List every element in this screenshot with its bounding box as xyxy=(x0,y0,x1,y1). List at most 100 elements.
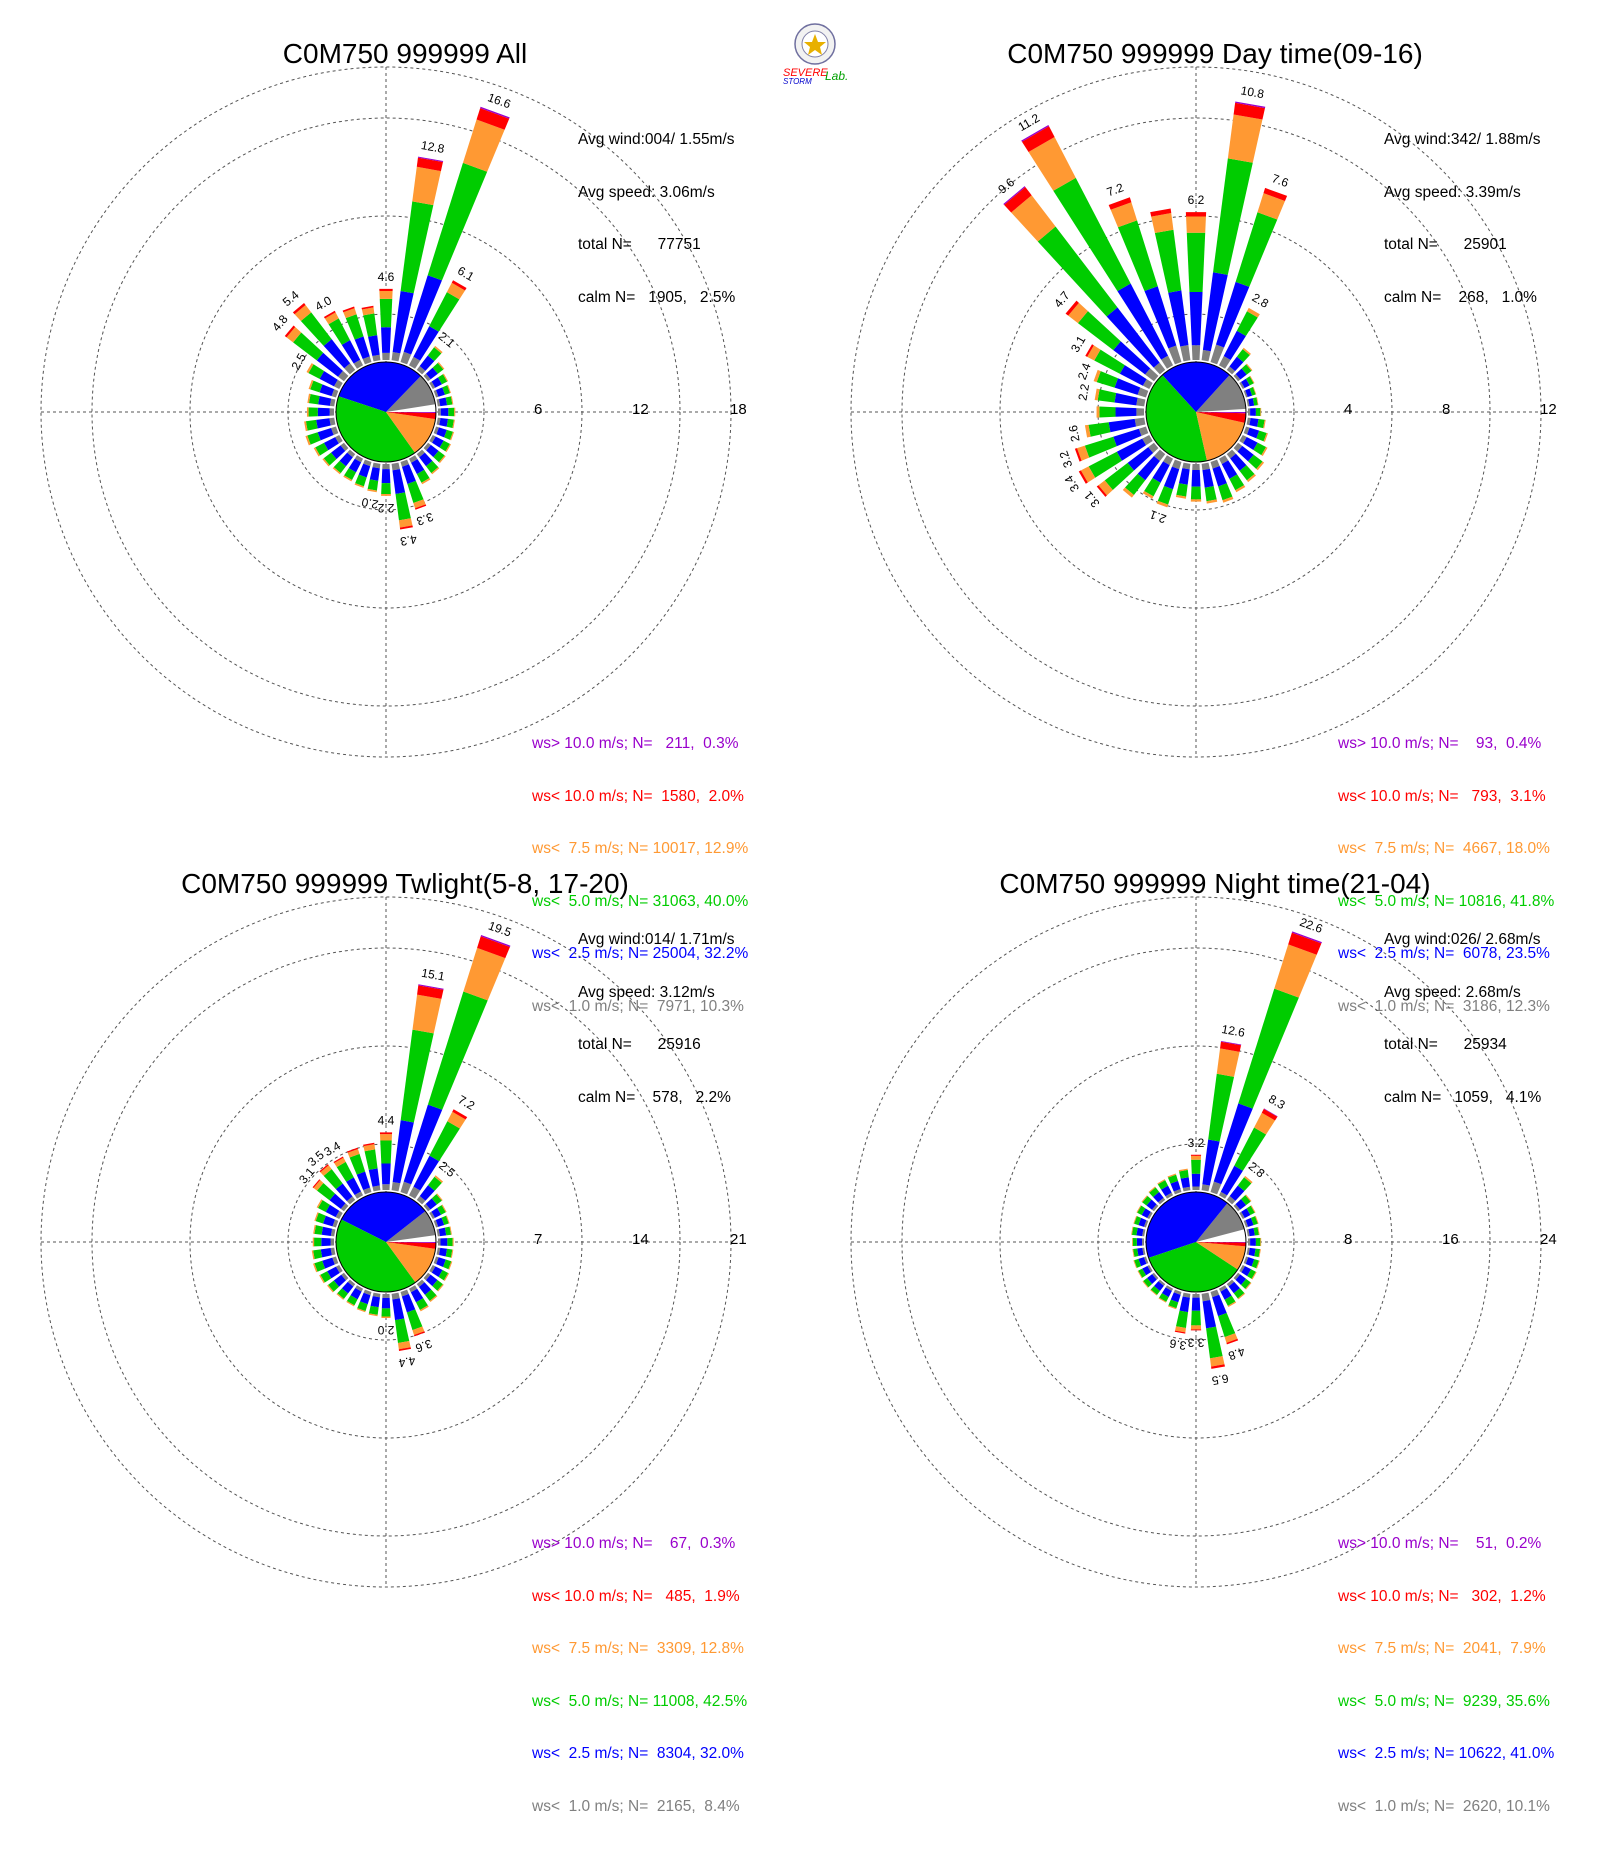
direction-bar xyxy=(1158,1285,1174,1303)
bar-segment xyxy=(446,1215,450,1224)
direction-bar xyxy=(332,449,356,475)
direction-bar xyxy=(391,984,444,1192)
direction-bar xyxy=(323,310,364,369)
bar-segment xyxy=(415,504,427,510)
legend-lt1: ws< 1.0 m/s; N= 3186, 12.3% xyxy=(1338,997,1550,1015)
direction-bar xyxy=(1150,208,1191,362)
bar-segment xyxy=(1148,1186,1156,1193)
bar-segment xyxy=(431,467,440,475)
bar-segment xyxy=(416,449,425,458)
legend-gt10: ws> 10.0 m/s; N= 67, 0.3% xyxy=(532,1535,736,1552)
bar-segment xyxy=(1226,1279,1235,1287)
bar-segment xyxy=(442,373,449,382)
bar-segment xyxy=(1153,449,1166,462)
pie-slice xyxy=(386,412,436,420)
bar-segment xyxy=(1189,291,1203,346)
bar-segment xyxy=(1132,1237,1137,1247)
bar-segment xyxy=(1161,1287,1172,1298)
bar-segment xyxy=(399,525,413,530)
bar-segment xyxy=(1137,456,1160,481)
bar-segment xyxy=(1263,419,1266,429)
direction-bar xyxy=(1233,363,1253,382)
bar-segment xyxy=(1134,417,1146,427)
pie-outline xyxy=(1145,1191,1247,1293)
bar-segment xyxy=(1108,418,1137,433)
bar-segment xyxy=(424,1289,437,1301)
direction-bar xyxy=(312,1237,334,1247)
ring-label: 18 xyxy=(730,401,747,418)
bar-segment xyxy=(1247,1269,1256,1279)
bar-segment xyxy=(1241,1266,1252,1277)
direction-bar xyxy=(367,462,381,493)
bar-segment xyxy=(1096,485,1107,497)
bar-segment xyxy=(425,1198,437,1210)
legend-lt5: ws< 5.0 m/s; N= 31063, 40.0% xyxy=(532,892,749,910)
bar-segment xyxy=(1254,1112,1276,1135)
legend-gt10: ws> 10.0 m/s; N= 51, 0.2% xyxy=(1338,1535,1542,1552)
bar-segment xyxy=(447,384,451,394)
direction-bar xyxy=(436,1226,452,1237)
bar-segment xyxy=(372,1185,381,1192)
bar-segment xyxy=(313,1249,323,1260)
direction-bar xyxy=(408,455,431,485)
direction-bar xyxy=(305,426,339,446)
direction-bar xyxy=(1074,426,1149,462)
avg-speed: Avg speed: 3.12m/s xyxy=(578,983,715,1001)
bar-segment xyxy=(1241,364,1252,375)
avg-speed: Avg speed: 3.39m/s xyxy=(1384,183,1521,201)
bar-segment xyxy=(293,332,324,361)
bar-segment xyxy=(1180,1177,1190,1189)
bar-segment xyxy=(1227,114,1263,163)
bar-segment xyxy=(1145,368,1159,382)
bar-segment xyxy=(347,449,356,458)
pie-slice xyxy=(336,1219,416,1292)
bar-segment xyxy=(1108,197,1132,210)
panel-title: C0M750 999999 All xyxy=(282,38,528,69)
bar-segment xyxy=(350,1287,362,1300)
bar-segment xyxy=(372,1292,381,1298)
bar-segment xyxy=(413,1155,440,1191)
bar-segment xyxy=(1257,1226,1260,1235)
bar-segment xyxy=(1158,1197,1166,1205)
bar-segment xyxy=(379,1134,393,1141)
panel-title: C0M750 999999 Night time(21-04) xyxy=(999,868,1431,899)
ring-label: 8 xyxy=(1442,401,1450,418)
bar-segment xyxy=(427,347,442,362)
legend-lt10: ws< 10.0 m/s; N= 302, 1.2% xyxy=(1338,1587,1546,1605)
bar-segment xyxy=(1210,1289,1220,1298)
bar-segment xyxy=(450,396,454,405)
calm-n: calm N= 1059, 4.1% xyxy=(1384,1088,1542,1106)
bar-segment xyxy=(1246,399,1250,407)
speed-legend: ws> 10.0 m/s; N= 67, 0.3% ws< 10.0 m/s; … xyxy=(532,1500,747,1850)
bar-segment xyxy=(329,408,334,416)
bar-segment xyxy=(1218,1285,1227,1292)
bar-segment xyxy=(322,1257,335,1269)
bar-segment xyxy=(1256,397,1259,406)
bar-segment xyxy=(1238,988,1299,1109)
bar-segment xyxy=(1163,466,1180,490)
bar-segment xyxy=(1021,124,1049,142)
bar-segment xyxy=(1113,428,1142,447)
bar-segment xyxy=(382,352,390,360)
bar-segment xyxy=(436,1257,446,1267)
bar-segment xyxy=(1136,1238,1143,1246)
direction-bar xyxy=(429,1204,447,1220)
bar-segment xyxy=(1241,1208,1251,1218)
grid-ring xyxy=(850,66,1542,758)
direction-label: 3.3 xyxy=(1187,1335,1204,1349)
bar-segment xyxy=(294,304,312,322)
bar-segment xyxy=(345,314,364,340)
bar-segment xyxy=(1208,1073,1235,1142)
bar-segment xyxy=(438,1270,449,1281)
bar-segment xyxy=(379,291,393,299)
bar-segment xyxy=(308,407,318,417)
bar-segment xyxy=(1191,1159,1201,1174)
bar-segment xyxy=(1134,1216,1142,1226)
bar-segment xyxy=(362,356,372,365)
bar-segment xyxy=(1133,1260,1137,1269)
bar-segment xyxy=(447,1237,453,1247)
bar-segment xyxy=(1132,1237,1133,1247)
bar-segment xyxy=(451,280,467,291)
bar-segment xyxy=(1142,490,1154,499)
bar-segment xyxy=(1224,1333,1238,1343)
